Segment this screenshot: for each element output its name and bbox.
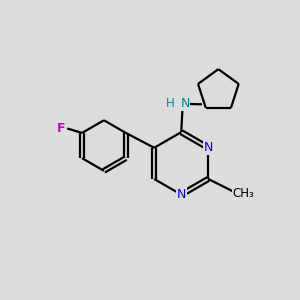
Text: N: N [203, 141, 213, 154]
Text: CH₃: CH₃ [232, 187, 254, 200]
Text: N: N [180, 98, 190, 110]
Text: F: F [56, 122, 65, 135]
Text: N: N [176, 188, 186, 201]
Text: H: H [166, 98, 175, 110]
